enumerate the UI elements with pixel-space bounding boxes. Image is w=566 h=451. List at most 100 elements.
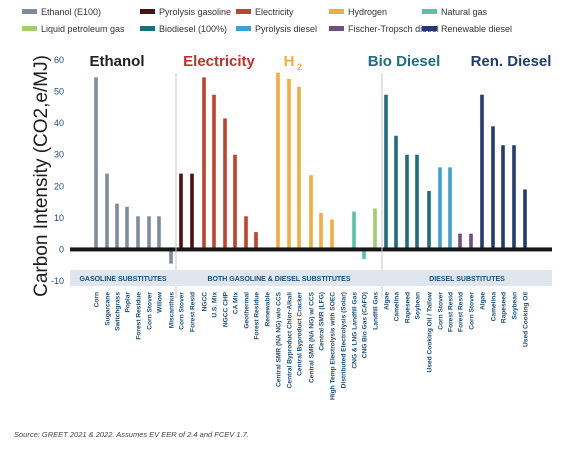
category-label: Poplar — [125, 292, 132, 313]
category-label: Corn Stover — [469, 292, 476, 330]
bar — [212, 94, 216, 250]
bar — [94, 77, 98, 250]
category-label: Central Byproduct Chlor-Alkali — [287, 292, 294, 389]
category-label: Distributed Electrolysis (Solar) — [341, 292, 348, 388]
y-tick-label: 60 — [54, 55, 64, 65]
legend-swatch — [236, 26, 251, 31]
bar — [276, 72, 280, 250]
category-label: Algae — [384, 292, 391, 310]
legend-label: Liquid petroleum gas — [41, 24, 125, 34]
category-label: Used Cooking Oil — [523, 292, 530, 347]
bar — [384, 94, 388, 250]
category-label: Corn Stover — [147, 292, 154, 330]
legend-label: Renewable diesel — [441, 24, 512, 34]
bar — [254, 232, 258, 250]
category-label: Soybean — [415, 292, 422, 319]
category-label: Sugarcane — [105, 292, 112, 326]
legend-swatch — [422, 26, 437, 31]
legend-swatch — [422, 9, 437, 14]
category-label: Camelina — [394, 292, 401, 322]
bar — [202, 77, 206, 250]
bar — [501, 145, 505, 250]
bar — [373, 208, 377, 250]
bar — [105, 173, 109, 250]
legend-swatch — [22, 26, 37, 31]
group-title: Ren. Diesel — [471, 53, 552, 70]
category-label: Central Byproduct Cracker — [297, 292, 304, 376]
bar — [169, 249, 173, 264]
category-label: Algae — [480, 292, 487, 310]
zero-baseline — [70, 247, 552, 252]
category-label: U.S. Mix — [212, 292, 219, 318]
bar — [438, 167, 442, 250]
category-label: Central SMR (NA NG) w/ CCS — [309, 291, 316, 383]
category-label: Corn — [94, 292, 101, 307]
legend-label: Biodiesel (100%) — [159, 24, 227, 34]
source-note: Source: GREET 2021 & 2022. Assumes EV EE… — [14, 430, 249, 439]
bar — [352, 211, 356, 250]
bar — [330, 219, 334, 250]
legend-label: Pyrolysis diesel — [255, 24, 317, 34]
group-title: Ethanol — [90, 53, 145, 70]
bar — [157, 216, 161, 250]
y-tick-label: 10 — [54, 213, 64, 223]
category-label: Corn Stover — [438, 292, 445, 330]
category-label: Central SMR (LFG) — [319, 292, 326, 351]
bar — [405, 154, 409, 250]
bar — [125, 206, 129, 250]
bar — [190, 173, 194, 250]
bar — [297, 86, 301, 250]
bar — [179, 173, 183, 250]
category-label: CA Mix — [233, 292, 240, 314]
category-label: Rapeseed — [405, 292, 412, 323]
category-label: Geothermal — [244, 292, 251, 329]
category-label: Landfill Gas — [373, 292, 380, 330]
legend-label: Fischer-Tropsch diesel — [348, 24, 439, 34]
category-label: Forest Residue — [254, 292, 261, 340]
category-label: NGCC — [202, 292, 209, 312]
category-label: Willow — [157, 291, 164, 313]
category-label: Forest Resid — [448, 292, 455, 332]
y-axis-label: Carbon Intensity (CO2,e/MJ) — [31, 55, 52, 297]
bar — [491, 126, 495, 250]
bar — [136, 216, 140, 250]
category-label: Forest Resid — [458, 292, 465, 332]
category-label: CNG Bio Gas (CAFO) — [362, 292, 369, 358]
legend-swatch — [236, 9, 251, 14]
section-label: DIESEL SUBSTITUTES — [429, 276, 505, 283]
legend-label: Hydrogen — [348, 7, 387, 17]
bar — [362, 249, 366, 259]
category-label: Used Cooking Oil / Tallow — [427, 291, 434, 372]
category-label: Corn Stover — [179, 292, 186, 330]
category-label: Rapeseed — [501, 292, 508, 323]
category-label: Camelina — [491, 292, 498, 322]
category-label: CNG & LNG Landfill Gas — [352, 292, 359, 369]
bar — [480, 94, 484, 250]
bar — [448, 167, 452, 250]
legend-label: Natural gas — [441, 7, 488, 17]
category-label: Switchgrass — [115, 292, 122, 331]
bar — [309, 175, 313, 250]
legend-label: Ethanol (E100) — [41, 7, 101, 17]
y-tick-label: 40 — [54, 118, 64, 128]
legend-swatch — [140, 26, 155, 31]
bar — [469, 233, 473, 250]
category-label: Soybean — [512, 292, 519, 319]
bar — [319, 213, 323, 250]
bar — [287, 78, 291, 250]
bar — [394, 135, 398, 250]
section-band — [70, 270, 552, 286]
legend-swatch — [329, 9, 344, 14]
y-tick-label: 50 — [54, 87, 64, 97]
bar — [233, 154, 237, 250]
legend-label: Pyrolysis gasoline — [159, 7, 231, 17]
bar — [147, 216, 151, 250]
group-title-subscript: 2 — [297, 62, 302, 72]
bar — [223, 118, 227, 250]
bar — [244, 216, 248, 250]
group-title: Electricity — [183, 53, 255, 70]
bar — [458, 233, 462, 250]
legend-swatch — [140, 9, 155, 14]
